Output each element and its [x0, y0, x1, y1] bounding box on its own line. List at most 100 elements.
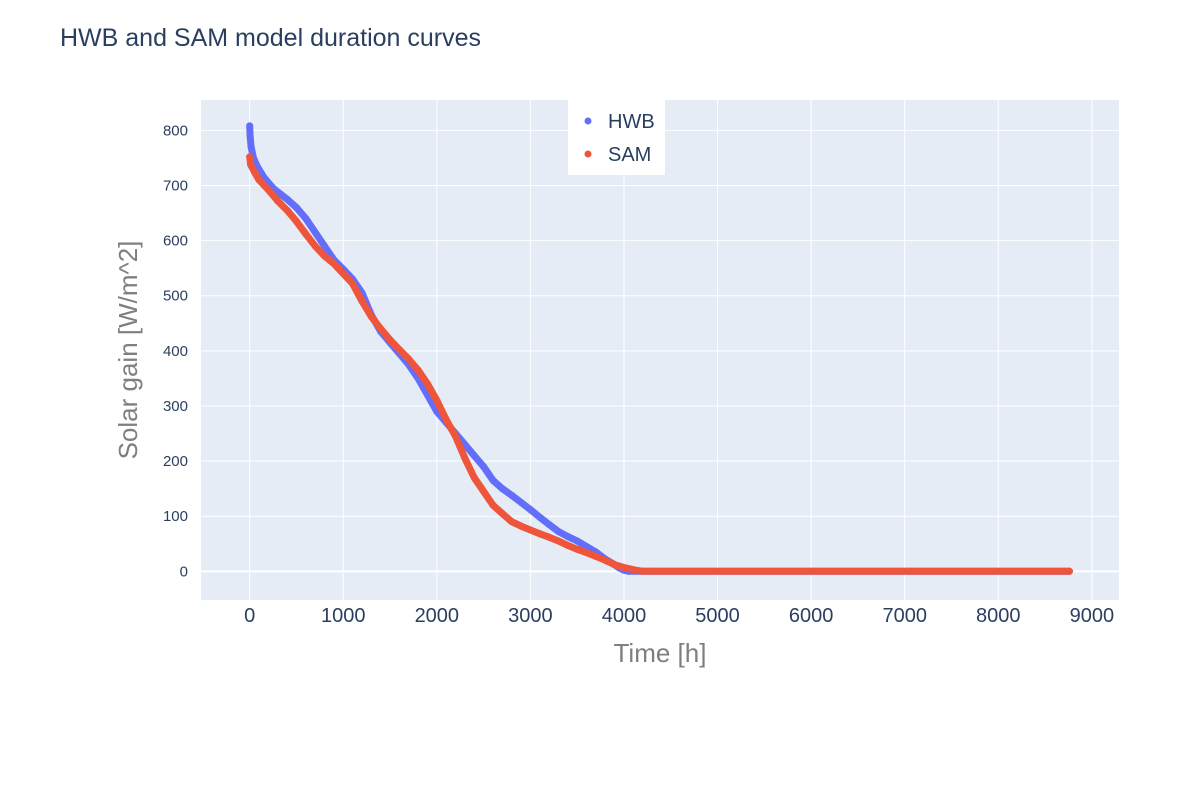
data-point-hwb [470, 452, 478, 460]
legend-label-sam: SAM [608, 144, 651, 166]
data-point-sam [536, 530, 544, 538]
x-tick-label: 2000 [415, 605, 460, 627]
data-point-sam [302, 230, 310, 238]
data-point-sam [508, 518, 516, 526]
data-point-sam [395, 346, 403, 354]
series-sam [246, 153, 1073, 575]
y-tick-label: 400 [163, 343, 188, 360]
x-tick-label: 0 [244, 605, 255, 627]
data-point-sam [526, 526, 534, 534]
y-tick-label: 300 [163, 398, 188, 415]
data-point-hwb [545, 521, 553, 528]
data-point-sam [255, 176, 263, 184]
data-point-hwb [526, 506, 534, 514]
data-point-hwb [489, 476, 497, 484]
data-point-sam [358, 297, 366, 305]
data-point-sam [367, 313, 375, 321]
data-point-sam [601, 556, 609, 564]
x-tick-label: 8000 [976, 605, 1021, 627]
data-point-sam [480, 487, 488, 495]
x-tick-label: 3000 [508, 605, 553, 627]
x-tick-label: 9000 [1070, 605, 1115, 627]
data-point-sam [648, 567, 656, 575]
data-point-sam [377, 325, 385, 333]
data-point-sam [564, 541, 572, 549]
y-axis-title: Solar gain [W/m^2] [113, 241, 143, 460]
data-point-hwb [283, 195, 291, 203]
data-point-hwb [246, 122, 254, 130]
legend-background [568, 100, 665, 175]
data-point-hwb [247, 143, 255, 151]
legend-marker-sam [584, 150, 592, 158]
data-point-hwb [321, 242, 328, 250]
data-point-hwb [564, 533, 572, 541]
x-tick-label: 5000 [695, 605, 740, 627]
y-tick-label: 100 [163, 508, 188, 525]
x-tick-label: 1000 [321, 605, 366, 627]
legend-label-hwb: HWB [608, 111, 655, 133]
data-point-sam [274, 197, 282, 205]
data-point-sam [264, 186, 272, 194]
legend-marker-hwb [584, 117, 592, 125]
x-axis-title: Time [h] [614, 638, 707, 668]
data-point-hwb [583, 543, 590, 550]
data-point-hwb [292, 204, 300, 211]
data-point-hwb [311, 228, 319, 236]
data-point-sam [339, 270, 347, 278]
data-point-sam [250, 168, 258, 176]
data-point-hwb [508, 491, 516, 499]
data-point-hwb [573, 537, 581, 545]
x-tick-label: 4000 [602, 605, 647, 627]
y-tick-label: 0 [180, 563, 188, 580]
data-point-sam [414, 366, 422, 374]
data-point-sam [433, 396, 441, 404]
tick-labels: 0 1000 2000 3000 4000 5000 6000 7000 8000 9000 0 10… [163, 122, 1114, 627]
data-point-sam [246, 153, 254, 161]
legend[interactable]: HWB SAM [568, 100, 665, 175]
data-point-hwb [302, 215, 310, 222]
data-point-sam [545, 533, 553, 541]
y-tick-label: 500 [163, 288, 188, 305]
data-point-sam [583, 549, 590, 557]
data-point-sam [452, 432, 459, 440]
data-point-hwb [555, 528, 562, 536]
data-point-sam [555, 537, 562, 545]
data-point-sam [405, 355, 413, 363]
data-point-hwb [498, 485, 506, 493]
data-point-sam [311, 242, 319, 250]
data-point-sam [470, 474, 478, 482]
data-point-sam [247, 161, 255, 168]
data-point-sam [424, 380, 431, 388]
data-point-hwb [480, 463, 488, 471]
y-tick-label: 200 [163, 453, 188, 470]
data-point-sam [386, 336, 394, 344]
series-layer [246, 122, 1073, 575]
data-point-hwb [246, 132, 254, 140]
data-point-sam [461, 454, 469, 462]
x-tick-label: 7000 [882, 605, 927, 627]
chart-title: HWB and SAM model duration curves [60, 24, 482, 52]
data-point-sam [629, 566, 637, 574]
x-tick-label: 6000 [789, 605, 834, 627]
y-tick-label: 600 [163, 233, 188, 250]
data-point-sam [592, 552, 600, 560]
data-point-sam [349, 280, 357, 288]
y-tick-label: 700 [163, 177, 188, 194]
data-point-sam [639, 567, 647, 575]
data-point-sam [292, 217, 300, 225]
data-point-sam [1065, 567, 1073, 575]
data-point-hwb [536, 513, 544, 521]
data-point-sam [283, 206, 291, 214]
data-point-sam [517, 522, 525, 530]
data-point-sam [498, 510, 506, 517]
legend-item-hwb[interactable]: HWB [584, 111, 655, 133]
y-tick-label: 800 [163, 122, 188, 139]
data-point-sam [611, 561, 619, 569]
data-point-sam [442, 416, 450, 424]
data-point-sam [321, 252, 328, 260]
legend-item-sam[interactable]: SAM [584, 144, 652, 166]
data-point-hwb [517, 498, 525, 506]
data-point-sam [489, 501, 497, 509]
data-point-sam [620, 564, 628, 571]
